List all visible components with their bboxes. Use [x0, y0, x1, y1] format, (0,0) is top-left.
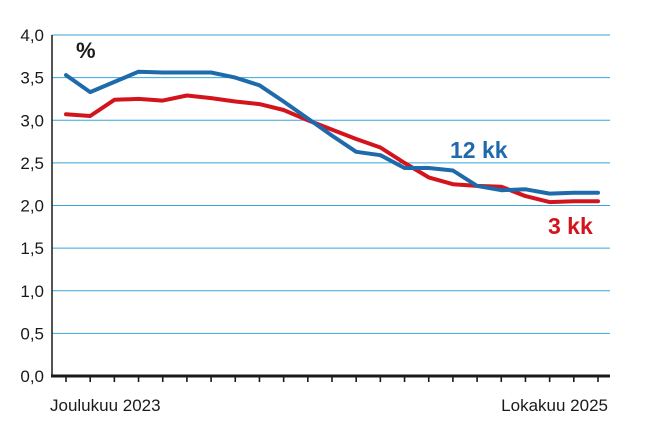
x-axis-ticks: [65, 376, 599, 382]
axes: [51, 35, 610, 378]
y-tick-label: 0,0: [20, 367, 44, 386]
y-tick-label: 2,0: [20, 197, 44, 216]
y-tick-label: 1,5: [20, 239, 44, 258]
gridlines: [52, 34, 610, 334]
x-end-label: Lokakuu 2025: [501, 396, 608, 415]
series-label-12kk: 12 kk: [450, 137, 508, 163]
x-start-label: Joulukuu 2023: [50, 396, 161, 415]
series-line-12kk: [64, 69, 600, 196]
y-tick-label: 4,0: [20, 26, 44, 45]
y-tick-label: 0,5: [20, 324, 44, 343]
unit-label: %: [76, 38, 96, 63]
y-tick-label: 3,5: [20, 69, 44, 88]
y-tick-label: 1,0: [20, 282, 44, 301]
series-label-3kk: 3 kk: [548, 213, 593, 239]
y-tick-label: 2,5: [20, 154, 44, 173]
y-axis-tick-labels: 0,0 0,5 1,0 1,5 2,0 2,5 3,0 3,5 4,0: [20, 26, 44, 386]
series-lines: [64, 69, 600, 205]
series-line-3kk: [64, 93, 600, 205]
y-tick-label: 3,0: [20, 111, 44, 130]
